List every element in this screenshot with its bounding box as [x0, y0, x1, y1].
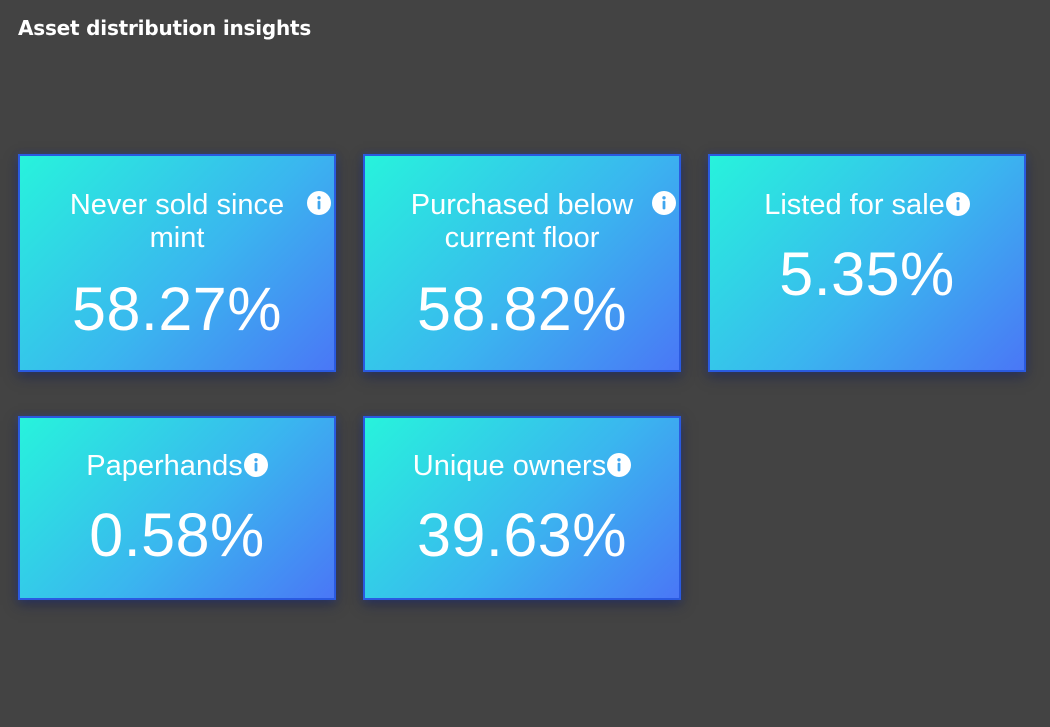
stat-card-label: Paperhands	[86, 450, 243, 482]
info-icon[interactable]	[243, 453, 268, 477]
stat-card-label: Unique owners	[412, 450, 607, 482]
stat-card-label: Never sold since mint	[69, 189, 285, 254]
stat-card-never-sold-since-mint: Never sold since mint 58.27%	[18, 154, 336, 372]
stat-card-value: 0.58%	[89, 501, 265, 569]
stat-card-unique-owners: Unique owners 39.63%	[363, 416, 681, 600]
info-icon[interactable]	[607, 453, 632, 477]
stat-card-label: Listed for sale	[764, 189, 945, 221]
stat-card-listed-for-sale: Listed for sale 5.35%	[708, 154, 1026, 372]
stat-card-value: 5.35%	[779, 240, 955, 308]
page-title: Asset distribution insights	[18, 16, 312, 40]
info-icon[interactable]	[652, 191, 676, 215]
stat-card-value: 39.63%	[417, 501, 627, 569]
stat-card-value: 58.27%	[72, 275, 282, 343]
stat-card-label: Purchased below current floor	[410, 189, 634, 254]
stat-card-paperhands: Paperhands 0.58%	[18, 416, 336, 600]
stat-card-value: 58.82%	[417, 275, 627, 343]
info-icon[interactable]	[307, 191, 331, 215]
info-icon[interactable]	[945, 192, 970, 216]
stat-card-purchased-below-current-floor: Purchased below current floor 58.82%	[363, 154, 681, 372]
